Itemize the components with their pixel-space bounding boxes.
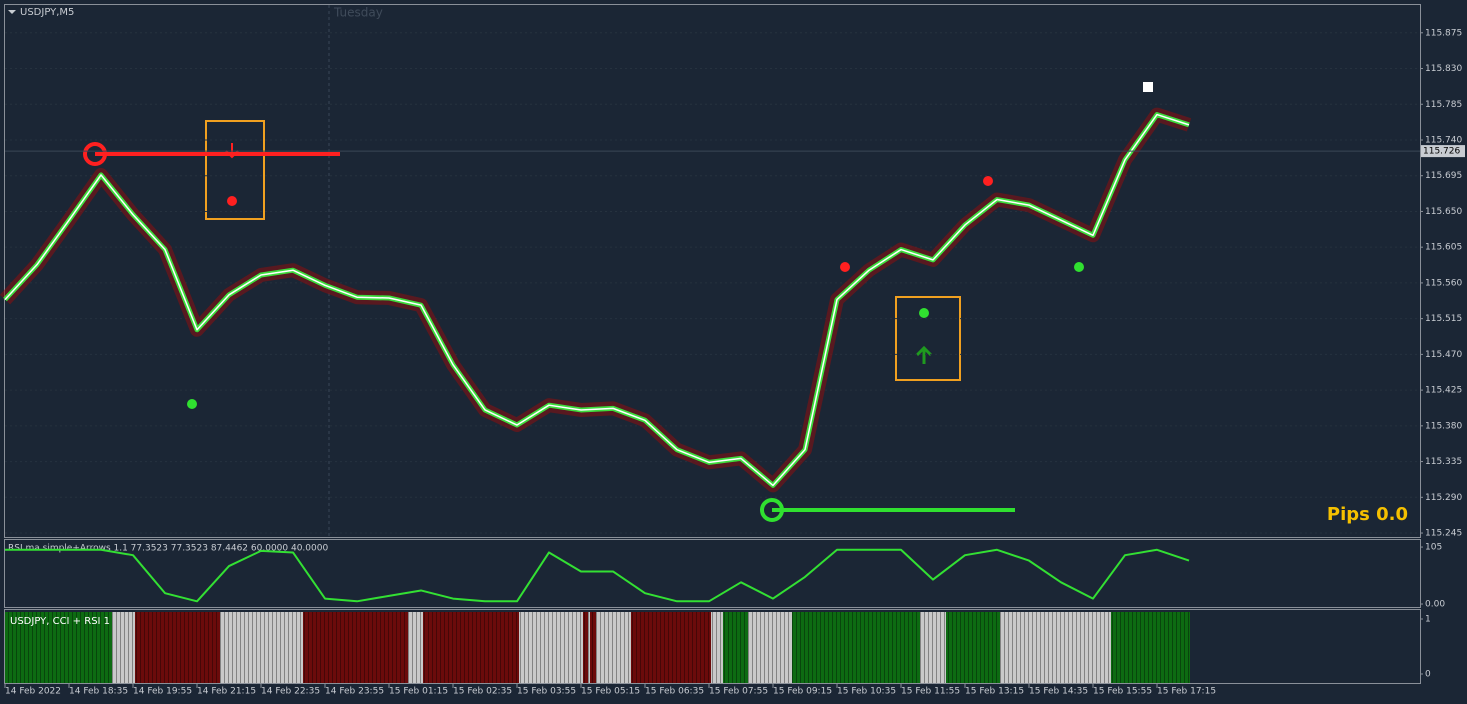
y-tick-label: 115.380 [1425, 421, 1462, 431]
y-tick-label: 115.875 [1425, 28, 1462, 38]
y-tick-label: 115.650 [1425, 207, 1462, 217]
x-tick-label: 14 Feb 22:35 [261, 687, 320, 697]
symbol-menu[interactable] [8, 10, 16, 14]
series-line [3, 112, 1190, 488]
y-tick-label: 115.830 [1425, 64, 1462, 74]
main-panel [4, 4, 1421, 538]
x-tick-label: 15 Feb 07:55 [709, 687, 768, 697]
last-price-box [1421, 145, 1465, 158]
y-tick-label: 115.515 [1425, 314, 1462, 324]
series-line [5, 548, 1190, 603]
signals [83, 82, 1153, 522]
x-tick-label: 15 Feb 01:15 [389, 687, 448, 697]
y-tick-label: 115.290 [1425, 493, 1462, 503]
y-tick-label: 115.245 [1425, 529, 1462, 539]
rsi-title: RSI ma simple+Arrows 1.1 77.3523 77.3523… [8, 544, 328, 554]
y-tick-label: 0.00 [1425, 600, 1445, 610]
x-tick-label: 15 Feb 03:55 [517, 687, 576, 697]
y-tick-label: 115.605 [1425, 243, 1462, 253]
y-tick-label: 1 [1425, 615, 1431, 625]
rsi-panel [4, 539, 1421, 608]
y-tick-label: 115.470 [1425, 350, 1462, 360]
x-tick-label: 14 Feb 21:15 [197, 687, 256, 697]
y-tick-label: 115.785 [1425, 100, 1462, 110]
x-tick-label: 15 Feb 06:35 [645, 687, 704, 697]
x-tick-label: 15 Feb 15:55 [1093, 687, 1152, 697]
y-tick-label: 115.695 [1425, 171, 1462, 181]
x-tick-label: 14 Feb 2022 [5, 687, 61, 697]
y-tick-label: 115.425 [1425, 386, 1462, 396]
pips-label: Pips 0.0 [1327, 504, 1408, 525]
cci-bars [5, 612, 1190, 683]
cci-title: USDJPY, CCI + RSI 1 [10, 616, 110, 627]
series-core [4, 113, 1190, 487]
last-price-label: 115.726 [1423, 147, 1460, 157]
x-tick-label: 15 Feb 14:35 [1029, 687, 1088, 697]
y-tick-label: 115.560 [1425, 278, 1462, 288]
x-tick-label: 15 Feb 02:35 [453, 687, 512, 697]
chart-title: USDJPY,M5 [20, 7, 74, 18]
x-tick-label: 15 Feb 10:35 [837, 687, 896, 697]
x-tick-label: 15 Feb 17:15 [1157, 687, 1216, 697]
x-tick-label: 15 Feb 05:15 [581, 687, 640, 697]
x-tick-label: 14 Feb 18:35 [69, 687, 128, 697]
x-tick-label: 15 Feb 11:55 [901, 687, 960, 697]
x-tick-label: 14 Feb 19:55 [133, 687, 192, 697]
day-label: Tuesday [333, 6, 383, 20]
y-tick-label: 115.740 [1425, 135, 1462, 145]
y-tick-label: 0 [1425, 669, 1431, 679]
x-tick-label: 15 Feb 13:15 [965, 687, 1024, 697]
cci-panel [4, 609, 1421, 684]
x-tick-label: 15 Feb 09:15 [773, 687, 832, 697]
y-tick-label: 105 [1425, 543, 1442, 553]
y-tick-label: 115.335 [1425, 457, 1462, 467]
x-tick-label: 14 Feb 23:55 [325, 687, 384, 697]
